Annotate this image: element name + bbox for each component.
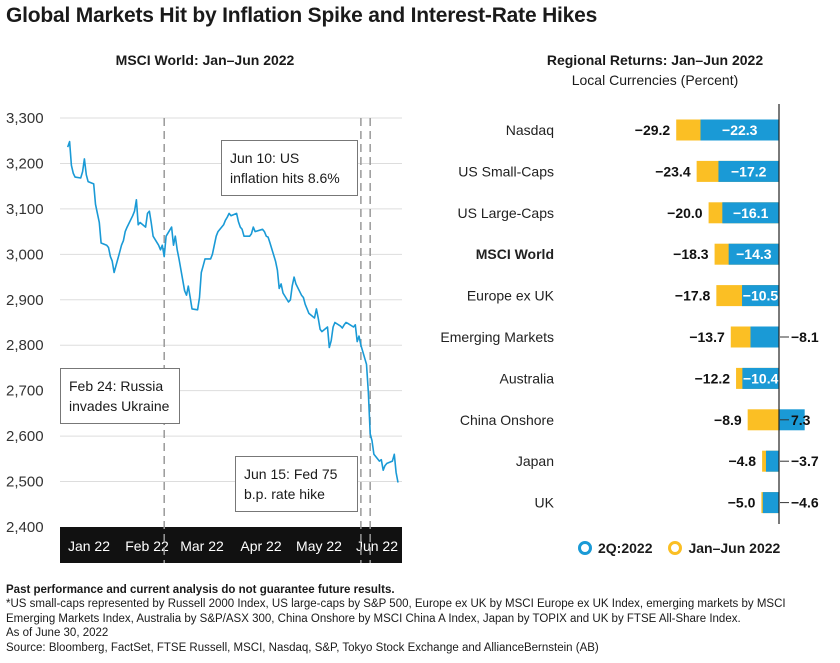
category-label: Japan <box>516 453 554 469</box>
value-label-q2: −16.1 <box>733 205 769 221</box>
bar-chart-subtitle: Local Currencies (Percent) <box>571 72 739 88</box>
bar-q2 <box>742 367 779 389</box>
value-label-q2: −10.5 <box>743 288 779 304</box>
chart-title: Global Markets Hit by Inflation Spike an… <box>6 4 598 27</box>
value-label-ytd: −17.8 <box>675 288 711 304</box>
bar-q2 <box>700 119 779 141</box>
category-label: US Large-Caps <box>458 205 555 221</box>
y-tick-label: 2,400 <box>6 519 44 536</box>
x-tick-label: Jan 22 <box>68 538 110 554</box>
category-label: Europe ex UK <box>467 288 555 304</box>
legend-marker-ytd <box>668 541 683 555</box>
y-tick-label: 3,100 <box>6 201 44 218</box>
value-label-q2: −3.7 <box>791 453 819 469</box>
y-tick-label: 2,800 <box>6 337 44 354</box>
y-tick-label: 2,700 <box>6 383 44 400</box>
annotation-feb24: Feb 24: Russia invades Ukraine <box>60 368 180 424</box>
y-tick-label: 3,300 <box>6 110 44 127</box>
x-tick-label: Jun 22 <box>356 538 398 554</box>
legend-label-q2: 2Q:2022 <box>598 540 653 556</box>
annotation-jun10: Jun 10: US inflation hits 8.6% <box>221 140 358 196</box>
bar-q2 <box>718 160 779 182</box>
line-chart-title: MSCI World: Jan–Jun 2022 <box>115 52 295 68</box>
as-of-date: As of June 30, 2022 <box>6 627 109 640</box>
legend-label-ytd: Jan–Jun 2022 <box>688 540 781 556</box>
bar-q2 <box>750 326 779 348</box>
x-tick-label: May 22 <box>296 538 342 554</box>
category-label: Australia <box>500 370 555 386</box>
annotation-jun15: Jun 15: Fed 75 b.p. rate hike <box>235 456 358 512</box>
value-label-q2: −17.2 <box>731 163 767 179</box>
category-label: Emerging Markets <box>440 329 554 345</box>
value-label-ytd: −8.9 <box>714 412 742 428</box>
value-label-q2: −8.1 <box>791 329 819 345</box>
value-label-q2: −22.3 <box>722 122 758 138</box>
x-tick-label: Apr 22 <box>240 538 281 554</box>
value-label-ytd: −12.2 <box>695 370 731 386</box>
value-label-ytd: −20.0 <box>667 205 703 221</box>
disclaimer: Past performance and current analysis do… <box>6 584 395 596</box>
x-axis-band <box>60 527 402 563</box>
value-label-ytd: −5.0 <box>728 495 756 511</box>
footnote-indexes: *US small-caps represented by Russell 20… <box>6 598 786 625</box>
bar-ytd <box>747 409 779 431</box>
bar-q2 <box>765 450 779 472</box>
x-tick-label: Mar 22 <box>180 538 224 554</box>
bar-chart-title: Regional Returns: Jan–Jun 2022 <box>546 52 764 68</box>
bar-q2 <box>762 492 779 514</box>
msci-world-line <box>66 140 399 483</box>
value-label-ytd: −4.8 <box>728 453 756 469</box>
value-label-q2: −4.6 <box>791 495 819 511</box>
value-label-q2: −14.3 <box>736 246 772 262</box>
value-label-q2: 7.3 <box>791 412 811 428</box>
value-label-q2: −10.4 <box>743 370 779 386</box>
footnotes: Past performance and current analysis do… <box>6 583 832 655</box>
value-label-ytd: −18.3 <box>673 246 709 262</box>
category-label: US Small-Caps <box>458 163 554 179</box>
legend-item-ytd: Jan–Jun 2022 <box>668 540 780 556</box>
y-tick-label: 2,500 <box>6 474 44 491</box>
bar-q2 <box>722 202 779 224</box>
category-label: Nasdaq <box>506 122 554 138</box>
y-tick-label: 3,200 <box>6 155 44 172</box>
source-note: Source: Bloomberg, FactSet, FTSE Russell… <box>6 641 599 654</box>
value-label-ytd: −13.7 <box>689 329 725 345</box>
category-label: China Onshore <box>460 412 554 428</box>
y-tick-label: 2,900 <box>6 292 44 309</box>
bar-q2 <box>742 285 779 307</box>
legend: 2Q:2022 Jan–Jun 2022 <box>578 540 796 556</box>
legend-marker-q2 <box>578 541 592 555</box>
bar-q2 <box>728 243 779 265</box>
category-label: UK <box>535 495 555 511</box>
value-label-ytd: −29.2 <box>635 122 671 138</box>
y-tick-label: 3,000 <box>6 246 44 263</box>
bar-q2 <box>779 409 805 431</box>
value-label-ytd: −23.4 <box>655 163 691 179</box>
y-tick-label: 2,600 <box>6 428 44 445</box>
x-tick-label: Feb 22 <box>125 538 169 554</box>
category-label: MSCI World <box>476 246 554 262</box>
legend-item-q2: 2Q:2022 <box>578 540 652 556</box>
